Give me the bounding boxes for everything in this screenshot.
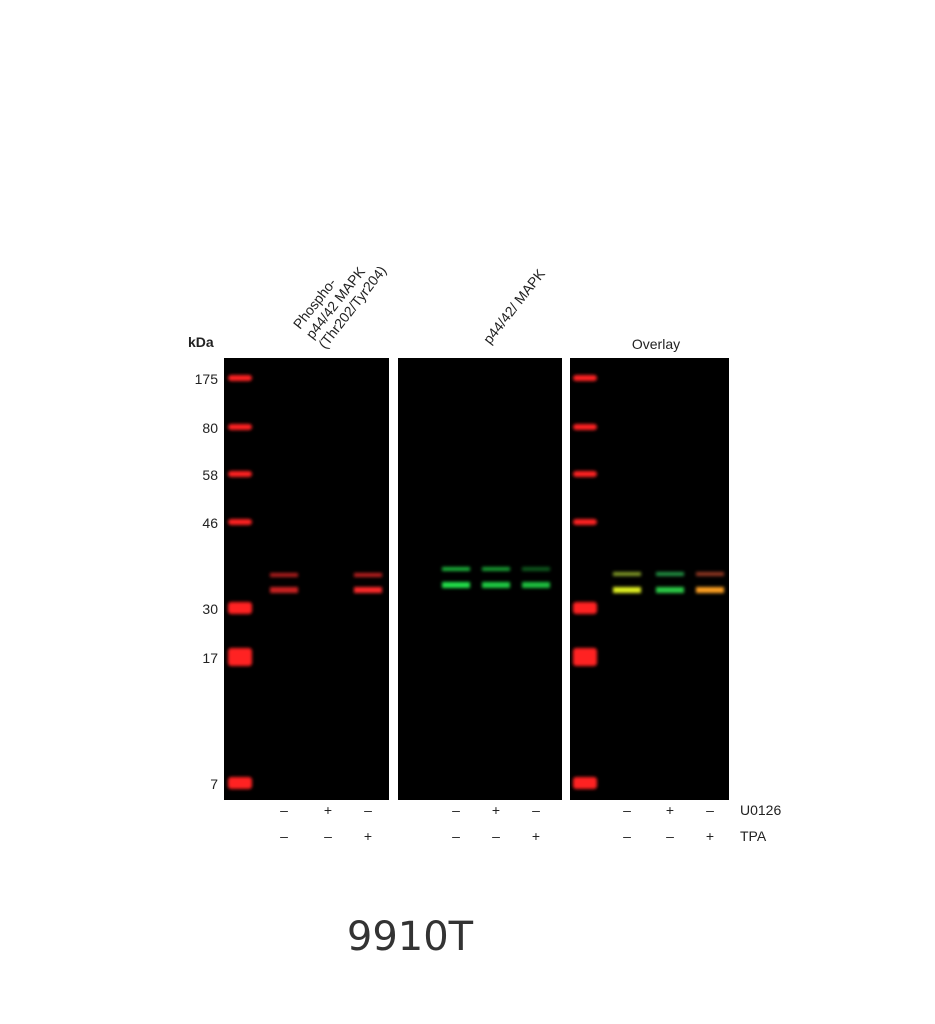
band-p44 xyxy=(354,573,382,577)
treatment-sign: – xyxy=(623,802,631,818)
treatment-label: U0126 xyxy=(740,802,781,818)
marker-label: 58 xyxy=(202,467,218,483)
marker-label: 46 xyxy=(202,515,218,531)
panel-title-overlay: Overlay xyxy=(632,336,680,352)
ladder-band xyxy=(573,424,597,430)
marker-label: 175 xyxy=(195,371,219,387)
treatment-sign: + xyxy=(532,828,540,844)
ladder-band xyxy=(228,471,252,477)
treatment-sign: – xyxy=(452,802,460,818)
marker-label: 17 xyxy=(202,650,218,666)
ladder-band xyxy=(573,602,597,614)
ladder-band xyxy=(228,424,252,430)
band-p44 xyxy=(442,567,470,571)
treatment-sign: – xyxy=(666,828,674,844)
treatment-sign: + xyxy=(706,828,714,844)
band-p42 xyxy=(270,587,298,593)
kda-label: kDa xyxy=(188,334,214,350)
treatment-sign: + xyxy=(324,802,332,818)
marker-label: 80 xyxy=(202,420,218,436)
treatment-sign: – xyxy=(280,828,288,844)
ladder-band xyxy=(573,777,597,789)
treatment-sign: – xyxy=(280,802,288,818)
treatment-sign: – xyxy=(324,828,332,844)
band-p42 xyxy=(613,587,641,593)
treatment-sign: + xyxy=(364,828,372,844)
treatment-sign: – xyxy=(623,828,631,844)
blot-panel-2 xyxy=(398,358,562,800)
ladder-band xyxy=(573,648,597,666)
figure-caption: 9910T xyxy=(347,914,474,960)
treatment-sign: – xyxy=(452,828,460,844)
ladder-band xyxy=(228,375,252,381)
band-p42 xyxy=(482,582,510,588)
panel-title-total: p44/42/ MAPK xyxy=(480,265,549,347)
blot-panel-3 xyxy=(570,358,729,800)
ladder-band xyxy=(573,375,597,381)
band-p44 xyxy=(656,572,684,576)
treatment-sign: + xyxy=(666,802,674,818)
band-p44 xyxy=(482,567,510,571)
ladder-band xyxy=(573,471,597,477)
ladder-band xyxy=(228,519,252,525)
band-p42 xyxy=(354,587,382,593)
blot-panel-1 xyxy=(224,358,389,800)
treatment-sign: – xyxy=(492,828,500,844)
band-p42 xyxy=(522,582,550,588)
treatment-sign: – xyxy=(532,802,540,818)
band-p44 xyxy=(522,567,550,571)
panel-title-phospho: Phospho-p44/42 MAPK(Thr202/Tyr204) xyxy=(290,243,390,352)
band-p44 xyxy=(613,572,641,576)
treatment-sign: – xyxy=(364,802,372,818)
treatment-label: TPA xyxy=(740,828,767,844)
band-p44 xyxy=(696,572,724,576)
band-p42 xyxy=(656,587,684,593)
marker-label: 30 xyxy=(202,601,218,617)
band-p42 xyxy=(442,582,470,588)
treatment-sign: – xyxy=(706,802,714,818)
ladder-band xyxy=(573,519,597,525)
ladder-band xyxy=(228,648,252,666)
ladder-band xyxy=(228,777,252,789)
band-p42 xyxy=(696,587,724,593)
ladder-band xyxy=(228,602,252,614)
treatment-sign: + xyxy=(492,802,500,818)
marker-label: 7 xyxy=(210,776,218,792)
band-p44 xyxy=(270,573,298,577)
